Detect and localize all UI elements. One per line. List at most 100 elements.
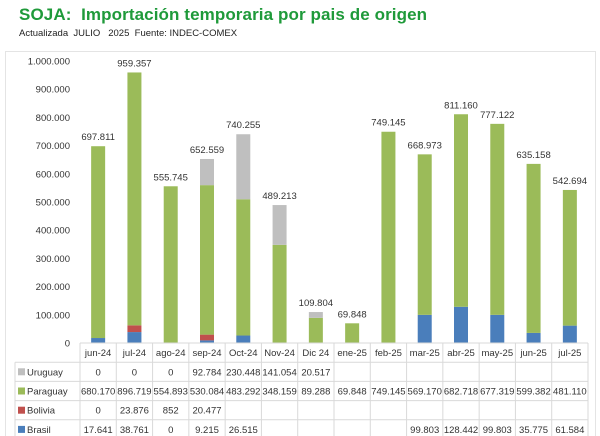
x-tick-label: jul-24: [122, 348, 146, 359]
table-cell: 38.761: [120, 425, 149, 436]
legend-key-paraguay: [18, 387, 25, 395]
table-cell: 749.145: [371, 387, 405, 398]
table-cell: 569.170: [408, 387, 442, 398]
y-tick-label: 1.000.000: [28, 57, 70, 68]
x-tick-label: jul-25: [557, 348, 581, 359]
table-cell: 69.848: [338, 387, 367, 398]
bar-segment-paraguay: [454, 114, 468, 307]
y-tick-label: 700.000: [36, 141, 70, 152]
x-tick-label: abr-25: [447, 348, 474, 359]
bar-segment-paraguay: [272, 244, 287, 343]
table-cell: 852: [163, 406, 179, 417]
legend-label-brasil: Brasil: [27, 425, 51, 436]
bar-segment-brasil: [91, 338, 106, 343]
x-tick-label: mar-25: [410, 348, 440, 359]
data-table: jun-24 jul-24 ago-24 sep-24 Oct-24 Nov-24 Dic …: [14, 342, 589, 436]
bar-segment-paraguay: [200, 185, 214, 335]
y-tick-label: 0: [65, 339, 70, 350]
bar-segment-brasil: [562, 325, 577, 343]
chart-title: SOJA: Importación temporaria por pais de…: [19, 5, 428, 24]
bar-segment-bolivia: [200, 334, 214, 341]
table-cell: 0: [95, 367, 100, 378]
total-data-label: 959.357: [117, 58, 151, 69]
table-cell: 99.803: [410, 425, 439, 436]
total-data-label: 489.213: [262, 191, 296, 202]
legend-label-paraguay: Paraguay: [27, 387, 68, 398]
y-tick-label: 900.000: [36, 85, 70, 96]
chart-subtitle: Actualizada JULIO 2025 Fuente: INDEC-COM…: [19, 28, 238, 39]
bar-segment-uruguay: [272, 205, 287, 245]
total-data-label: 652.559: [190, 145, 224, 156]
table-cell: 0: [95, 406, 100, 417]
bar-segment-paraguay: [381, 131, 396, 343]
total-data-label: 668.973: [408, 140, 442, 151]
bar-segment-brasil: [490, 314, 505, 343]
table-cell: 141.054: [262, 367, 296, 378]
table-cell: 17.641: [84, 425, 113, 436]
bar-segment-paraguay: [127, 72, 142, 326]
x-tick-label: ene-25: [337, 348, 367, 359]
bars: [91, 72, 577, 343]
total-data-label: 749.145: [371, 118, 405, 129]
table-cell: 26.515: [229, 425, 258, 436]
bar-segment-uruguay: [308, 312, 323, 318]
table-cell: 35.775: [519, 425, 548, 436]
y-tick-label: 400.000: [36, 226, 70, 237]
bar-segment-paraguay: [163, 186, 178, 343]
table-cell: 20.477: [192, 406, 221, 417]
bar-segment-bolivia: [127, 325, 142, 333]
bar-segment-paraguay: [562, 189, 577, 326]
bar-segment-brasil: [200, 340, 214, 343]
bar-segment-uruguay: [236, 134, 251, 200]
total-data-label: 777.122: [480, 110, 514, 121]
table-cell: 599.382: [516, 387, 550, 398]
table-cell: 23.876: [120, 406, 149, 417]
table-cell: 481.110: [553, 387, 587, 398]
bar-segment-paraguay: [417, 154, 432, 315]
total-labels: 697.811 959.357 555.745 652.559 740.255 489.2…: [81, 58, 587, 320]
total-data-label: 542.694: [553, 176, 587, 187]
table-cell: 99.803: [483, 425, 512, 436]
table-cell: 483.292: [226, 387, 260, 398]
bar-segment-uruguay: [200, 158, 214, 186]
table-cell: 530.084: [190, 387, 224, 398]
table-cell: 92.784: [192, 367, 221, 378]
bar-segment-paraguay: [526, 163, 541, 333]
bar-segment-paraguay: [91, 146, 106, 339]
y-tick-label: 200.000: [36, 282, 70, 293]
table-cell: 348.159: [262, 387, 296, 398]
table-cell: 896.719: [117, 387, 151, 398]
x-tick-label: ago-24: [156, 348, 186, 359]
table-cell: 89.288: [301, 387, 330, 398]
total-data-label: 555.745: [154, 172, 188, 183]
y-tick-label: 500.000: [36, 198, 70, 209]
legend-key-brasil: [18, 425, 25, 433]
y-tick-label: 100.000: [36, 310, 70, 321]
legend-label-uruguay: Uruguay: [27, 367, 63, 378]
table-cell: 0: [168, 367, 173, 378]
bar-segment-brasil: [526, 332, 541, 343]
table-cell: 677.319: [480, 387, 514, 398]
total-data-label: 697.811: [81, 132, 115, 143]
table-cell: 20.517: [301, 367, 330, 378]
y-tick-label: 800.000: [36, 113, 70, 124]
table-cell: 0: [168, 425, 173, 436]
table-cell: 680.170: [81, 387, 115, 398]
bar-segment-brasil: [127, 332, 142, 343]
total-data-label: 69.848: [338, 309, 367, 320]
x-tick-label: feb-25: [375, 348, 402, 359]
table-cell: 128.442: [444, 425, 478, 436]
x-tick-label: jun-25: [519, 348, 546, 359]
bar-segment-brasil: [454, 306, 468, 343]
y-tick-label: 600.000: [36, 169, 70, 180]
table-cell: 554.893: [154, 387, 188, 398]
x-tick-label: Dic 24: [302, 348, 329, 359]
x-tick-label: sep-24: [192, 348, 221, 359]
bar-segment-paraguay: [308, 317, 323, 343]
table-cell: 230.448: [226, 367, 260, 378]
total-data-label: 635.158: [516, 150, 550, 161]
x-tick-label: Oct-24: [229, 348, 258, 359]
total-data-label: 109.804: [299, 298, 333, 309]
bar-segment-brasil: [236, 335, 251, 343]
